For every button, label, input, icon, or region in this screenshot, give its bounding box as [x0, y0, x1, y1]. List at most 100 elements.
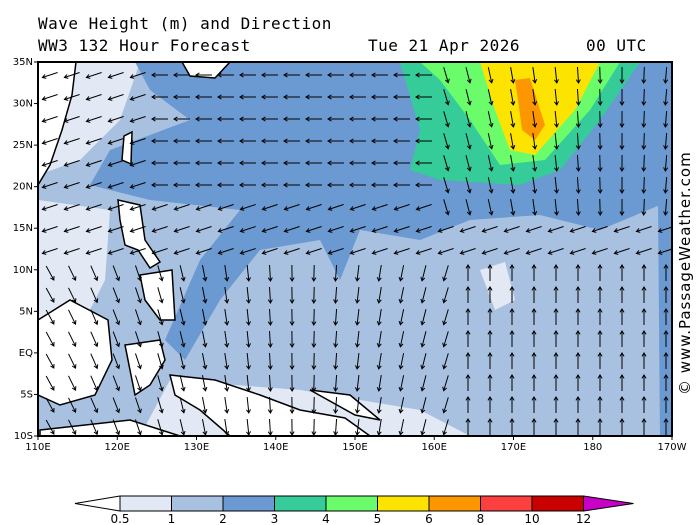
direction-arrow [90, 331, 99, 348]
direction-arrow [663, 374, 669, 391]
direction-arrow [531, 286, 537, 303]
direction-arrow [553, 352, 559, 369]
direction-arrow [420, 375, 427, 392]
wave-height-field [38, 62, 672, 436]
direction-arrow [45, 265, 55, 281]
direction-arrow [376, 265, 382, 282]
direction-arrow [613, 226, 630, 233]
direction-arrow [85, 160, 102, 167]
direction-arrow [619, 66, 625, 84]
direction-arrow [85, 138, 102, 145]
direction-arrow [465, 155, 472, 172]
direction-arrow [619, 374, 625, 391]
direction-arrow [553, 374, 559, 391]
direction-arrow [442, 287, 449, 304]
colorbar-swatch [274, 495, 327, 512]
direction-arrow [151, 160, 168, 166]
direction-arrow [415, 248, 432, 255]
direction-arrow [224, 287, 230, 304]
direction-arrow [575, 176, 581, 194]
colorbar-swatch [531, 495, 584, 512]
direction-arrow [151, 94, 168, 100]
direction-arrow [420, 419, 427, 436]
direction-arrow [420, 331, 427, 348]
direction-arrow [619, 330, 625, 347]
direction-arrow [641, 352, 647, 369]
direction-arrow [217, 160, 234, 166]
direction-arrow [503, 226, 520, 233]
direction-arrow [173, 94, 190, 100]
direction-arrow [201, 353, 208, 370]
direction-arrow [398, 331, 405, 348]
direction-arrow [45, 287, 55, 303]
direction-arrow [107, 72, 124, 79]
direction-arrow [68, 287, 77, 304]
direction-arrow [487, 155, 494, 172]
direction-arrow [41, 226, 58, 233]
direction-arrow [554, 154, 559, 172]
direction-arrow [569, 248, 586, 255]
direction-arrow [663, 330, 669, 347]
direction-arrow [531, 264, 537, 281]
direction-arrow [289, 286, 295, 304]
direction-arrow [267, 418, 273, 436]
direction-arrow [465, 177, 472, 194]
direction-arrow [415, 72, 432, 78]
direction-arrow [129, 116, 146, 123]
direction-arrow [487, 177, 494, 194]
direction-arrow [575, 418, 581, 435]
direction-arrow [246, 352, 251, 370]
direction-arrow [112, 287, 121, 304]
direction-arrow [246, 330, 251, 348]
direction-arrow [85, 182, 102, 189]
direction-arrow [173, 138, 190, 144]
direction-arrow [179, 265, 186, 282]
direction-arrow [465, 396, 471, 413]
direction-arrow [68, 419, 77, 436]
direction-arrow [509, 418, 515, 435]
direction-arrow [333, 264, 339, 282]
direction-arrow [112, 353, 121, 370]
direction-arrow [371, 226, 388, 233]
direction-arrow [267, 308, 273, 326]
direction-arrow [157, 353, 164, 370]
direction-arrow [85, 204, 102, 211]
lon-label: 170W [658, 442, 687, 453]
direction-arrow [305, 94, 322, 100]
direction-arrow [532, 89, 538, 106]
direction-arrow [663, 66, 669, 84]
direction-arrow [134, 287, 142, 304]
direction-arrow [597, 352, 603, 369]
direction-arrow [525, 248, 542, 255]
direction-arrow [41, 248, 58, 255]
direction-arrow [85, 94, 102, 101]
direction-arrow [443, 133, 450, 150]
direction-arrow [371, 248, 388, 255]
direction-arrow [398, 353, 405, 370]
direction-arrow [481, 248, 498, 255]
direction-arrow [327, 182, 344, 188]
direction-arrow [112, 419, 121, 436]
direction-arrow [41, 72, 58, 79]
direction-arrow [305, 248, 322, 255]
direction-arrow [597, 66, 603, 84]
direction-arrow [217, 94, 234, 100]
direction-arrow [420, 287, 427, 304]
direction-arrow [465, 67, 472, 84]
direction-arrow [354, 330, 360, 348]
direction-arrow [305, 226, 322, 233]
direction-arrow [663, 308, 669, 325]
direction-arrow [63, 182, 80, 189]
direction-arrow [443, 177, 450, 194]
direction-arrow [420, 265, 427, 282]
direction-arrow [107, 94, 124, 101]
direction-arrow [157, 287, 164, 304]
direction-arrow [393, 72, 410, 78]
direction-arrow [333, 374, 339, 392]
colorbar-swatch [428, 495, 481, 512]
direction-arrow [311, 264, 317, 282]
direction-arrow [63, 248, 80, 255]
direction-arrow [327, 226, 344, 233]
direction-arrow [393, 138, 410, 144]
direction-arrow [641, 286, 647, 303]
